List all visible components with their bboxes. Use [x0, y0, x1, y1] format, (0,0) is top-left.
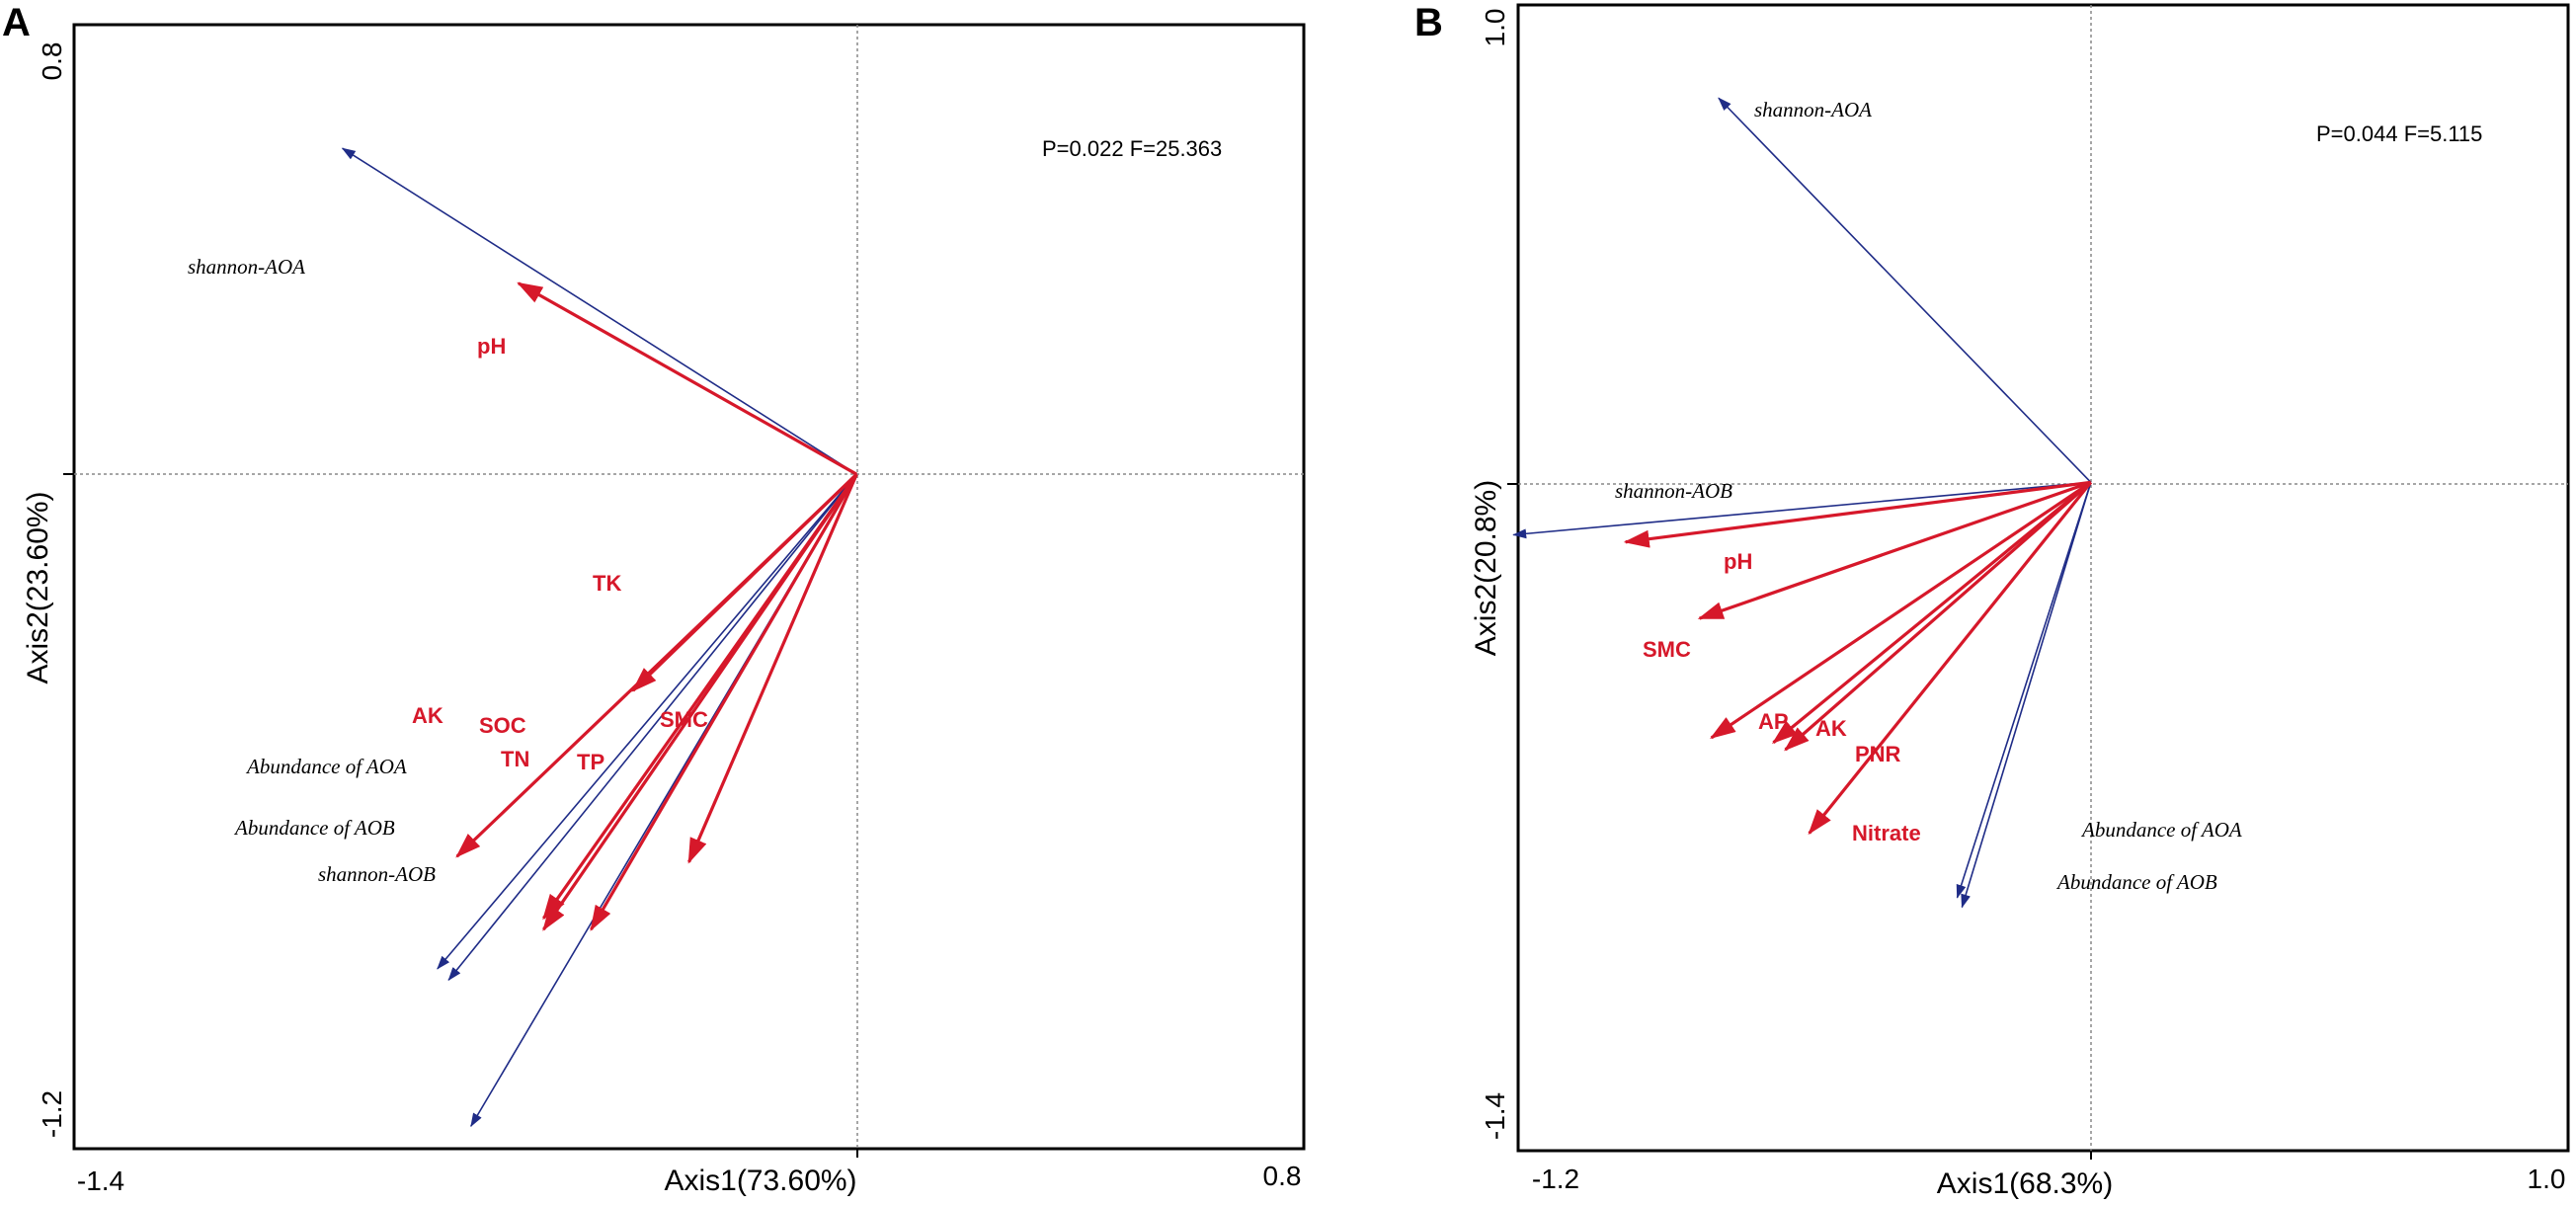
label-ph-a: pH	[477, 334, 506, 359]
label-nitrate-b: Nitrate	[1852, 821, 1921, 845]
label-shannon-aob-a: shannon-AOB	[318, 862, 436, 886]
y-axis-label-a: Axis2(23.60%)	[22, 491, 54, 683]
env-vector-ak-a	[455, 473, 858, 858]
response-vector-shannon-aoa-b	[1718, 97, 2092, 483]
panel-letter-b: B	[1414, 1, 1443, 44]
xtick-min-a: -1.4	[77, 1165, 124, 1196]
y-axis-label-b: Axis2(20.8%)	[1470, 480, 1502, 656]
env-vector-ph-b	[1623, 480, 2092, 548]
panel-a: A -1.4 0.8 0.8 -1.2 Axis1(73.60%) Axis2(…	[2, 1, 1306, 1197]
ytick-min-b: -1.4	[1480, 1092, 1510, 1140]
label-ap-b: AP	[1758, 709, 1789, 734]
env-vector-nitrate-b	[1808, 481, 2093, 836]
response-vector-abundance-of-aoa-b	[1961, 482, 2092, 909]
label-shannon-aob-b: shannon-AOB	[1615, 479, 1732, 503]
env-vector-ap-b	[1710, 481, 2092, 740]
label-abundance-aoa-b: Abundance of AOA	[2080, 818, 2242, 842]
environmental-vectors-b	[1623, 480, 2093, 836]
env-vector-smc-b	[1697, 480, 2092, 620]
response-vector-abundance-of-aob-b	[1956, 482, 2092, 899]
ytick-max-a: 0.8	[37, 42, 67, 81]
label-abundance-aob-a: Abundance of AOB	[233, 816, 395, 840]
response-vector-abundance-of-aob-a	[447, 473, 857, 982]
xtick-max-a: 0.8	[1263, 1161, 1302, 1191]
label-soc-a: SOC	[479, 713, 526, 738]
label-shannon-aoa-b: shannon-AOA	[1754, 98, 1872, 121]
plot-frame-a	[72, 23, 1306, 1151]
env-vector-pnr-b	[1784, 481, 2092, 752]
response-vector-abundance-of-aoa-a	[437, 473, 857, 970]
ytick-max-b: 1.0	[1480, 9, 1510, 47]
stats-label-b: P=0.044 F=5.115	[2316, 121, 2482, 146]
panel-letter-a: A	[2, 1, 31, 44]
env-vector-tp-a	[590, 473, 858, 931]
panel-b: B -1.2 1.0 1.0 -1.4 Axis1(68.3%) Axis2(2…	[1414, 1, 2570, 1200]
label-shannon-aoa-a: shannon-AOA	[188, 255, 305, 279]
response-vector-shannon-aob-b	[1512, 481, 2091, 539]
label-ph-b: pH	[1724, 549, 1752, 574]
label-pnr-b: PNR	[1855, 742, 1901, 766]
x-axis-label-a: Axis1(73.60%)	[664, 1165, 856, 1197]
env-vector-ph-a	[517, 281, 858, 476]
label-ak-a: AK	[412, 703, 443, 728]
response-vector-shannon-aoa-a	[341, 147, 857, 475]
env-vector-ak-b	[1771, 481, 2092, 745]
label-tn-a: TN	[501, 747, 529, 771]
xtick-min-b: -1.2	[1532, 1164, 1579, 1194]
stats-label-a: P=0.022 F=25.363	[1042, 136, 1222, 161]
response-vectors-b	[1512, 97, 2092, 909]
env-vector-tn-a	[542, 473, 858, 931]
x-axis-label-b: Axis1(68.3%)	[1937, 1167, 2113, 1200]
environmental-vectors-a	[455, 281, 858, 931]
ytick-min-a: -1.2	[37, 1090, 67, 1138]
label-abundance-aob-b: Abundance of AOB	[2055, 870, 2217, 894]
label-smc-a: SMC	[660, 707, 708, 732]
env-vector-smc-a	[687, 473, 858, 864]
label-smc-b: SMC	[1643, 637, 1691, 662]
plot-frame-b	[1516, 3, 2570, 1153]
label-tp-a: TP	[577, 750, 604, 774]
response-vectors-a	[341, 147, 857, 1128]
label-ak-b: AK	[1815, 716, 1847, 741]
label-tk-a: TK	[593, 571, 621, 596]
xtick-max-b: 1.0	[2528, 1164, 2566, 1194]
label-abundance-aoa-a: Abundance of AOA	[245, 755, 407, 778]
